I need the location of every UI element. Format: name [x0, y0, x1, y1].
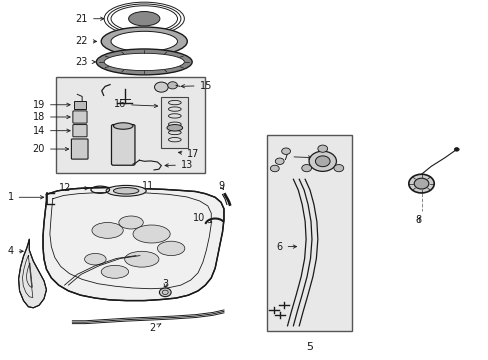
Text: 17: 17 — [178, 149, 199, 159]
Text: 8: 8 — [414, 215, 421, 225]
FancyBboxPatch shape — [111, 125, 135, 165]
Circle shape — [308, 151, 336, 171]
Text: 21: 21 — [76, 14, 103, 24]
Text: 5: 5 — [305, 342, 312, 352]
Bar — [161, 97, 188, 148]
FancyBboxPatch shape — [73, 125, 87, 137]
Ellipse shape — [124, 251, 159, 267]
Text: 14: 14 — [33, 126, 70, 136]
Polygon shape — [19, 239, 46, 308]
Ellipse shape — [104, 53, 184, 71]
Text: 10: 10 — [193, 213, 211, 223]
Ellipse shape — [133, 225, 170, 243]
Circle shape — [317, 145, 327, 152]
Text: 19: 19 — [33, 100, 70, 110]
Ellipse shape — [106, 185, 146, 196]
Ellipse shape — [101, 27, 187, 56]
Circle shape — [270, 165, 279, 172]
Ellipse shape — [101, 265, 128, 278]
Bar — [56, 77, 205, 173]
Circle shape — [281, 148, 290, 154]
Text: 12: 12 — [59, 183, 88, 193]
Ellipse shape — [157, 241, 184, 256]
Text: 1: 1 — [7, 192, 43, 202]
Circle shape — [453, 148, 458, 151]
Text: 23: 23 — [76, 57, 95, 67]
Text: 15: 15 — [181, 81, 211, 91]
Text: 22: 22 — [75, 36, 96, 46]
Ellipse shape — [92, 222, 123, 238]
Text: 4: 4 — [7, 246, 23, 256]
Ellipse shape — [113, 123, 133, 129]
Circle shape — [315, 156, 329, 167]
Circle shape — [408, 174, 433, 193]
Text: 13: 13 — [165, 160, 193, 170]
Text: 3: 3 — [162, 279, 168, 289]
Ellipse shape — [96, 49, 192, 75]
Circle shape — [167, 82, 177, 89]
Circle shape — [333, 165, 343, 172]
Text: 11: 11 — [141, 181, 154, 191]
Ellipse shape — [113, 188, 139, 194]
Polygon shape — [43, 188, 224, 301]
Circle shape — [159, 288, 171, 297]
Ellipse shape — [166, 125, 183, 131]
Circle shape — [154, 82, 168, 92]
Text: 20: 20 — [33, 144, 68, 154]
FancyBboxPatch shape — [73, 111, 87, 123]
Text: 2: 2 — [149, 323, 161, 333]
Text: 7: 7 — [282, 152, 311, 162]
Bar — [74, 101, 86, 109]
Text: 6: 6 — [276, 242, 296, 252]
Circle shape — [275, 158, 284, 165]
FancyBboxPatch shape — [71, 139, 88, 159]
Text: 16: 16 — [114, 99, 157, 109]
Text: 9: 9 — [218, 181, 224, 192]
Text: 18: 18 — [33, 112, 70, 122]
Ellipse shape — [84, 253, 106, 265]
Bar — [266, 135, 351, 331]
Ellipse shape — [119, 216, 143, 229]
Ellipse shape — [128, 12, 160, 26]
Circle shape — [413, 178, 428, 189]
Circle shape — [301, 165, 311, 172]
Ellipse shape — [111, 31, 177, 51]
